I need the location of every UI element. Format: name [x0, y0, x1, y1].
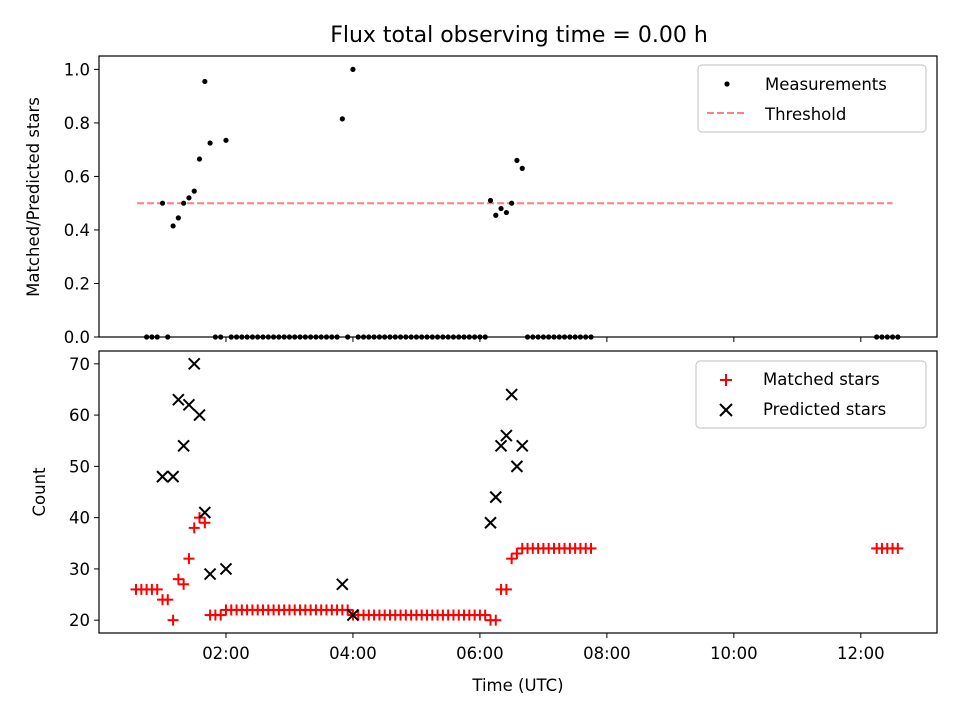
bottom-legend-frame	[695, 360, 927, 429]
measurement-point	[350, 66, 356, 72]
matched-star-marker	[479, 609, 491, 621]
matched-star-marker	[188, 522, 200, 534]
measurement-point	[509, 200, 515, 206]
predicted-star-marker	[510, 460, 524, 473]
predicted-star-marker	[172, 393, 185, 406]
top-y-tick-label: 1.0	[64, 60, 90, 79]
bottom-y-tick-label: 70	[69, 355, 90, 374]
top-panel: 0.0 0.2 0.4 0.6 0.8 1.0 Matched/Predicted sta…	[24, 55, 938, 347]
chart-title: Flux total observing time = 0.00 h	[330, 23, 708, 48]
matched-star-marker	[162, 594, 174, 606]
predicted-star-marker	[516, 439, 529, 453]
top-legend-frame	[697, 64, 927, 133]
predicted-star-marker	[193, 408, 206, 422]
predicted-star-marker	[489, 490, 502, 504]
predicted-star-marker	[505, 388, 518, 401]
predicted-star-marker	[336, 578, 349, 591]
matched-star-marker	[183, 553, 195, 565]
measurement-point	[202, 78, 208, 85]
predicted-star-marker	[198, 506, 212, 519]
measurement-point	[170, 223, 176, 229]
measurement-point	[186, 195, 192, 201]
bottom-y-tick-label: 20	[69, 611, 90, 630]
predicted-star-marker	[484, 516, 497, 529]
measurement-point	[181, 200, 187, 206]
measurement-point	[503, 209, 509, 216]
predicted-star-marker	[203, 567, 217, 581]
bottom-axes-frame	[98, 350, 938, 634]
measurement-point	[191, 188, 197, 194]
bottom-legend: Matched stars Predicted stars	[695, 360, 927, 429]
top-y-tick-label: 0.6	[64, 167, 90, 186]
x-tick-label: 08:00	[583, 644, 631, 663]
bottom-x-ticks: 02:00 04:00 06:00 08:00 10:00 12:00	[202, 633, 885, 663]
legend-predicted-marker	[719, 403, 733, 417]
measurement-point	[175, 215, 181, 221]
matched-star-marker	[172, 573, 184, 585]
matched-star-marker	[178, 578, 190, 590]
bottom-y-tick-label: 40	[69, 509, 90, 528]
legend-matched-label: Matched stars	[763, 370, 880, 389]
measurement-point	[223, 137, 229, 143]
top-x-ticks	[225, 337, 862, 342]
measurement-point	[519, 165, 525, 171]
matched-star-marker	[199, 517, 211, 529]
predicted-star-marker	[219, 562, 233, 576]
matched-star-marker	[892, 542, 904, 554]
x-tick-label: 04:00	[329, 644, 377, 663]
top-y-axis-label: Matched/Predicted stars	[24, 97, 43, 297]
measurement-point	[339, 116, 345, 122]
measurement-point	[498, 205, 504, 212]
bottom-marks	[130, 357, 904, 626]
x-axis-label: Time (UTC)	[471, 676, 563, 695]
predicted-star-marker	[188, 357, 201, 371]
legend-predicted-label: Predicted stars	[763, 400, 886, 419]
top-y-tick-label: 0.0	[64, 328, 90, 347]
bottom-y-tick-label: 50	[69, 457, 90, 476]
legend-threshold-label: Threshold	[764, 105, 846, 124]
predicted-star-marker	[166, 470, 180, 483]
top-y-tick-label: 0.8	[64, 114, 90, 133]
measurement-point	[196, 156, 203, 162]
x-tick-label: 10:00	[710, 644, 758, 663]
measurement-point	[207, 140, 213, 146]
top-axes-frame	[98, 55, 938, 338]
legend-matched-marker	[720, 374, 732, 386]
bottom-y-tick-label: 30	[69, 560, 90, 579]
predicted-star-marker	[494, 439, 508, 453]
matched-star-marker	[500, 583, 512, 595]
legend-measurements-marker	[724, 81, 730, 87]
x-tick-label: 12:00	[837, 644, 885, 663]
predicted-star-marker	[500, 429, 513, 442]
top-legend: Measurements Threshold	[697, 64, 927, 133]
bottom-panel: 20 30 40 50 60 70 02:00 04:00 06:00 08:00 10:00 12…	[30, 350, 938, 695]
bottom-y-tick-label: 60	[69, 406, 90, 425]
bottom-y-axis-label: Count	[30, 467, 49, 517]
matched-star-marker	[511, 548, 523, 560]
measurement-point	[493, 212, 499, 218]
top-y-tick-label: 0.4	[64, 221, 90, 240]
matched-star-marker	[585, 542, 597, 554]
predicted-star-marker	[156, 470, 169, 483]
matched-star-marker	[167, 614, 179, 626]
measurement-point	[159, 200, 166, 206]
top-y-ticks: 0.0 0.2 0.4 0.6 0.8 1.0	[64, 60, 99, 347]
top-y-tick-label: 0.2	[64, 274, 90, 293]
matched-star-marker	[215, 609, 227, 621]
bottom-y-ticks: 20 30 40 50 60 70	[69, 355, 99, 630]
predicted-star-marker	[177, 439, 190, 453]
predicted-star-marker	[182, 398, 196, 412]
measurement-point	[514, 157, 520, 163]
measurement-point	[487, 197, 494, 204]
matched-star-marker	[506, 553, 518, 565]
x-tick-label: 02:00	[202, 644, 250, 663]
legend-measurements-label: Measurements	[765, 75, 887, 94]
matched-star-marker	[490, 614, 502, 626]
matched-star-marker	[151, 583, 163, 595]
x-tick-label: 06:00	[456, 644, 504, 663]
predicted-star-marker	[346, 608, 360, 622]
